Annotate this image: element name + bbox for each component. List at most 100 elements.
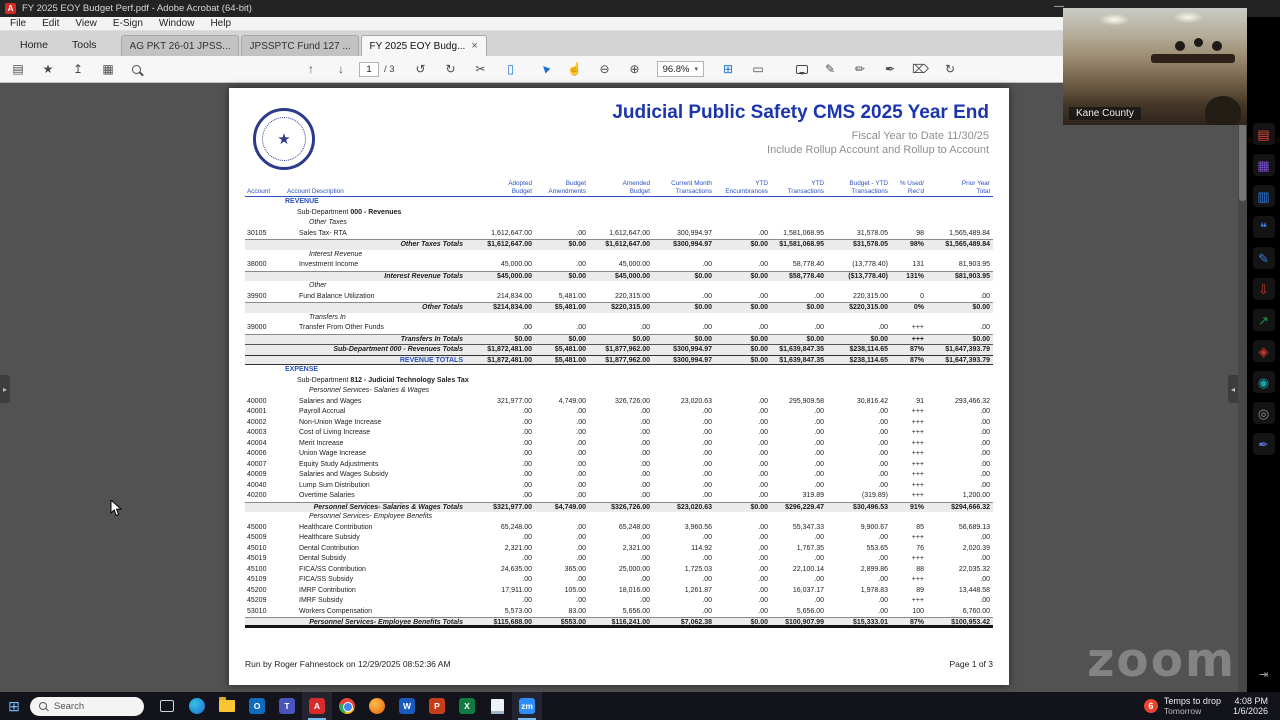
table-row: Personnel Services- Salaries & Wages Tot… [245, 502, 993, 513]
page-down-icon[interactable]: ↓ [333, 62, 349, 76]
left-panel-handle[interactable]: ▸ [0, 375, 10, 403]
notepad-icon[interactable] [482, 692, 512, 720]
comment-icon[interactable]: ❝ [1253, 216, 1275, 238]
table-cell: $1,647,393.79 [927, 345, 993, 355]
tab-close-icon[interactable]: × [471, 40, 477, 52]
menu-view[interactable]: View [75, 18, 97, 29]
table-cell: 45109 [245, 575, 285, 585]
teams-icon[interactable]: T [272, 692, 302, 720]
excel-icon[interactable]: X [452, 692, 482, 720]
table-cell: Other Totals [285, 303, 471, 313]
task-view-icon[interactable] [152, 692, 182, 720]
print-icon[interactable]: ▦ [100, 62, 116, 76]
chrome-icon[interactable] [332, 692, 362, 720]
table-cell: Merit Increase [285, 439, 471, 449]
search-icon[interactable] [132, 65, 141, 74]
table-cell: 1,612,647.00 [471, 229, 535, 239]
create-pdf-icon[interactable]: ▤ [1253, 123, 1275, 145]
edit-pdf-icon[interactable]: ✎ [1253, 247, 1275, 269]
redo-icon[interactable]: ↻ [443, 62, 459, 76]
save-icon[interactable]: ▤ [10, 62, 26, 76]
page-view-icon[interactable]: ▯ [503, 62, 519, 76]
combine-files-icon[interactable]: ▦ [1253, 154, 1275, 176]
report-page-number: Page 1 of 3 [950, 659, 993, 669]
page-number-input[interactable]: 1 [359, 62, 379, 77]
table-cell: $7,062.38 [653, 618, 715, 628]
file-explorer-icon[interactable] [212, 692, 242, 720]
delete-icon[interactable]: ⌦ [912, 62, 928, 76]
menu-esign[interactable]: E-Sign [113, 18, 143, 29]
outlook-icon[interactable]: O [242, 692, 272, 720]
stamp-icon[interactable]: ◈ [1253, 340, 1275, 362]
export-pdf-icon[interactable]: ⇩ [1253, 278, 1275, 300]
table-cell: $300,994.97 [653, 345, 715, 355]
table-row: 45109FICA/SS Subsidy.00.00.00.00.00.00.0… [245, 575, 993, 586]
table-cell: .00 [535, 418, 589, 428]
firefox-icon[interactable] [362, 692, 392, 720]
document-tab[interactable]: AG PKT 26-01 JPSS... [121, 35, 239, 56]
highlighter-icon[interactable]: ✏ [852, 62, 868, 76]
right-panel-handle[interactable]: ◂ [1228, 375, 1238, 403]
table-cell: .00 [535, 533, 589, 543]
table-cell: .00 [927, 481, 993, 491]
menu-edit[interactable]: Edit [42, 18, 59, 29]
menu-window[interactable]: Window [159, 18, 195, 29]
zoom-in-icon[interactable]: ⊕ [627, 62, 643, 76]
table-row: 40007Equity Study Adjustments.00.00.00.0… [245, 460, 993, 471]
vertical-scrollbar[interactable] [1238, 83, 1247, 692]
presentation-icon[interactable]: ▭ [750, 62, 766, 76]
sign-icon[interactable]: ✒ [882, 62, 898, 76]
zoom-out-icon[interactable]: ⊖ [597, 62, 613, 76]
star-icon[interactable]: ★ [40, 62, 56, 76]
table-cell: 40001 [245, 407, 285, 417]
table-cell: .00 [535, 491, 589, 501]
column-header: Account Description [285, 188, 471, 196]
table-cell: 23,020.63 [653, 397, 715, 407]
organize-pages-icon[interactable]: ▥ [1253, 185, 1275, 207]
upload-icon[interactable]: ↥ [70, 62, 86, 76]
acrobat-icon[interactable]: A [302, 692, 332, 720]
file-explorer-icon [219, 700, 235, 712]
zoom-icon[interactable]: zm [512, 692, 542, 720]
zoom-level-select[interactable]: 96.8% ▾ [657, 61, 704, 77]
edge-icon[interactable] [182, 692, 212, 720]
panel-expand-icon[interactable]: ⇥ [1259, 668, 1268, 681]
start-button[interactable]: ⊞ [0, 692, 28, 720]
participant-name-label: Kane County [1069, 107, 1141, 120]
table-cell: .00 [589, 449, 653, 459]
weather-widget[interactable]: 6 Temps to drop Tomorrow [1144, 696, 1221, 716]
share-arrow-icon[interactable]: ↗ [1253, 309, 1275, 331]
powerpoint-icon: P [429, 698, 445, 714]
menu-file[interactable]: File [10, 18, 26, 29]
table-cell: .00 [715, 565, 771, 575]
menu-help[interactable]: Help [210, 18, 231, 29]
table-cell: $1,877,962.00 [589, 356, 653, 366]
table-cell: $0.00 [653, 335, 715, 345]
tab-home[interactable]: Home [8, 35, 60, 56]
comment-icon[interactable] [796, 65, 808, 74]
document-tab[interactable]: JPSSPTC Fund 127 ... [241, 35, 359, 56]
protect-icon[interactable]: ◎ [1253, 402, 1275, 424]
taskbar-clock[interactable]: 4:08 PM 1/6/2026 [1233, 696, 1268, 716]
table-cell: .00 [715, 586, 771, 596]
table-cell: 39900 [245, 292, 285, 302]
table-cell: 17,911.00 [471, 586, 535, 596]
acrobat-icon: A [309, 698, 325, 714]
page-up-icon[interactable]: ↑ [303, 62, 319, 76]
scan-ocr-icon[interactable]: ◉ [1253, 371, 1275, 393]
select-tool-icon[interactable]: ▶ [534, 58, 555, 79]
hand-tool-icon[interactable]: ☝ [567, 62, 583, 76]
table-cell: .00 [771, 439, 827, 449]
refresh-icon[interactable]: ↻ [942, 62, 958, 76]
tab-tools[interactable]: Tools [60, 35, 109, 56]
table-cell: 2,899.86 [827, 565, 891, 575]
powerpoint-icon[interactable]: P [422, 692, 452, 720]
document-tab[interactable]: FY 2025 EOY Budg...× [361, 35, 487, 56]
undo-icon[interactable]: ↺ [413, 62, 429, 76]
taskbar-search[interactable]: Search [30, 697, 144, 716]
fill-sign-icon[interactable]: ✒ [1253, 433, 1275, 455]
word-icon[interactable]: W [392, 692, 422, 720]
crop-icon[interactable]: ✂ [473, 62, 489, 76]
export-grid-icon[interactable]: ⊞ [720, 62, 736, 76]
pencil-icon[interactable]: ✎ [822, 62, 838, 76]
